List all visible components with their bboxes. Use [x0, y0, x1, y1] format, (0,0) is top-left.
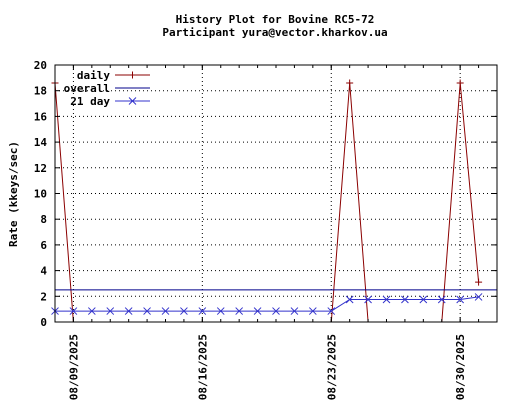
data-point-21-day	[235, 307, 244, 315]
legend-marker-daily	[129, 71, 136, 79]
data-point-21-day	[161, 307, 170, 315]
y-tick-label: 6	[40, 239, 47, 252]
series-line-21-day	[55, 296, 479, 312]
data-point-21-day	[401, 295, 409, 304]
data-point-21-day	[216, 307, 225, 315]
y-axis-label: Rate (kkeys/sec)	[7, 141, 20, 247]
series-21-day	[51, 293, 483, 315]
chart-title: History Plot for Bovine RC5-72	[176, 13, 375, 26]
y-tick-label: 2	[40, 290, 47, 303]
x-tick-label: 08/09/2025	[67, 334, 80, 400]
data-point-daily	[456, 79, 464, 87]
data-point-21-day	[345, 295, 354, 304]
data-point-21-day	[474, 293, 483, 301]
plot-border	[54, 64, 498, 323]
grid	[55, 65, 497, 322]
data-point-21-day	[106, 307, 115, 315]
y-tick-label: 16	[34, 110, 48, 123]
data-point-21-day	[456, 295, 465, 304]
data-point-21-day	[180, 307, 188, 315]
data-point-21-day	[419, 295, 428, 304]
data-point-21-day	[272, 307, 280, 315]
legend-label-21-day: 21 day	[70, 95, 110, 108]
data-point-21-day	[87, 307, 96, 315]
chart-subtitle: Participant yura@vector.kharkov.ua	[162, 26, 387, 39]
series-line-daily	[55, 82, 480, 322]
series-layer	[51, 79, 497, 322]
y-tick-label: 14	[34, 136, 48, 149]
x-tick-label: 08/23/2025	[325, 334, 338, 400]
data-point-daily	[346, 79, 354, 87]
data-point-21-day	[69, 307, 78, 315]
y-tick-label: 8	[40, 213, 47, 226]
data-point-daily	[475, 278, 483, 286]
y-tick-label: 18	[34, 85, 47, 98]
data-point-21-day	[143, 307, 151, 315]
legend-marker-21-day	[128, 97, 137, 105]
y-tick-label: 20	[34, 59, 47, 72]
data-point-21-day	[327, 307, 336, 315]
legend-label-overall: overall	[64, 82, 110, 95]
x-tick-label: 08/16/2025	[196, 334, 209, 400]
data-point-21-day	[364, 295, 372, 304]
data-point-21-day	[198, 307, 207, 315]
y-tick-label: 4	[40, 265, 47, 278]
data-point-21-day	[253, 307, 262, 315]
data-point-21-day	[382, 295, 391, 304]
y-tick-label: 12	[34, 162, 47, 175]
data-point-21-day	[308, 307, 317, 315]
legend-label-daily: daily	[77, 69, 110, 82]
axes: 0 2 4 6 8 10 12 14 16 18 20 08/09/2025 08/16/2025 08/…	[34, 59, 498, 400]
series-daily	[51, 79, 483, 322]
y-tick-label: 10	[34, 188, 47, 201]
data-point-21-day	[290, 307, 299, 315]
data-point-21-day	[124, 307, 133, 315]
data-point-21-day	[437, 295, 446, 304]
y-tick-label: 0	[40, 316, 47, 329]
x-tick-label: 08/30/2025	[454, 334, 467, 400]
